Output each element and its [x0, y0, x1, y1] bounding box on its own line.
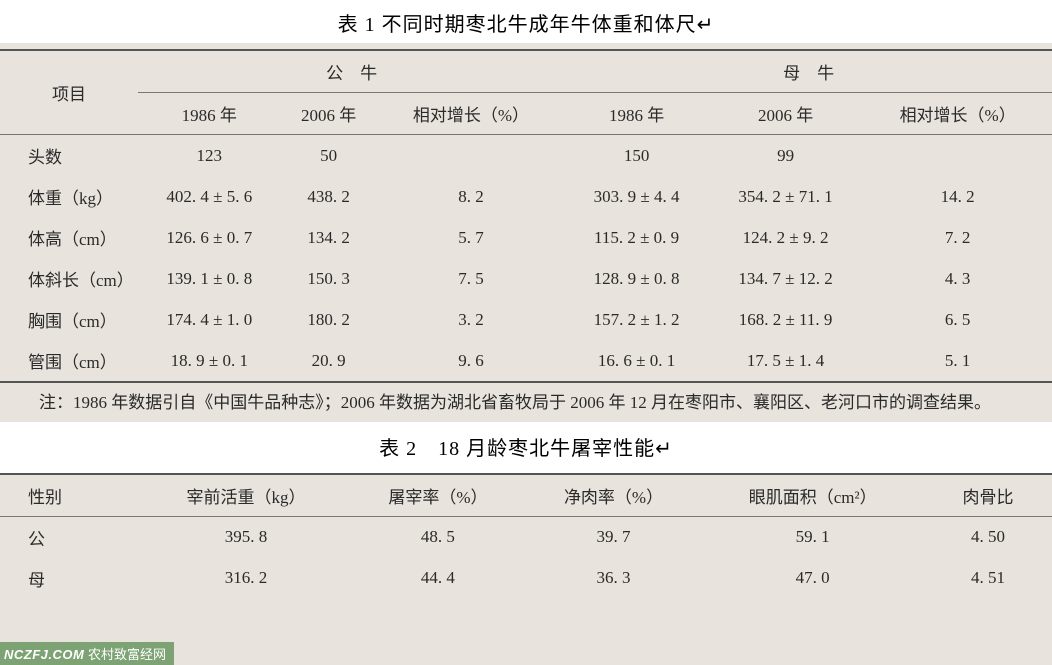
table-row: 胸围（cm） 174. 4 ± 1. 0 180. 2 3. 2 157. 2 …: [0, 299, 1052, 340]
cell: 3. 2: [377, 299, 566, 340]
cell: 母: [0, 558, 142, 599]
row-label: 体重（kg）: [0, 176, 138, 217]
table1-note: 注：1986 年数据引自《中国牛品种志》；2006 年数据为湖北省畜牧局于 20…: [0, 383, 1052, 422]
cell: 4. 51: [924, 558, 1052, 599]
watermark: NCZFJ.COM 农村致富经网: [0, 642, 174, 665]
th-ratio: 肉骨比: [924, 474, 1052, 517]
cell: 174. 4 ± 1. 0: [138, 299, 281, 340]
cell: 438. 2: [281, 176, 377, 217]
table2: 性别 宰前活重（kg） 屠宰率（%） 净肉率（%） 眼肌面积（cm²） 肉骨比 …: [0, 473, 1052, 599]
cell: 128. 9 ± 0. 8: [565, 258, 708, 299]
cell: 150: [565, 135, 708, 177]
th-bull-1986: 1986 年: [138, 93, 281, 135]
cell: 8. 2: [377, 176, 566, 217]
th-bull: 公 牛: [138, 50, 565, 93]
row-label: 体高（cm）: [0, 217, 138, 258]
cell: 126. 6 ± 0. 7: [138, 217, 281, 258]
cell: 公: [0, 516, 142, 558]
cell: 134. 7 ± 12. 2: [708, 258, 863, 299]
cell: 7. 2: [863, 217, 1052, 258]
cell: 6. 5: [863, 299, 1052, 340]
th-liveweight: 宰前活重（kg）: [142, 474, 350, 517]
cell: 180. 2: [281, 299, 377, 340]
th-bull-2006: 2006 年: [281, 93, 377, 135]
cell: 48. 5: [350, 516, 526, 558]
cell: 16. 6 ± 0. 1: [565, 340, 708, 382]
cell: 402. 4 ± 5. 6: [138, 176, 281, 217]
cell: 50: [281, 135, 377, 177]
cell: 354. 2 ± 71. 1: [708, 176, 863, 217]
cell: 17. 5 ± 1. 4: [708, 340, 863, 382]
watermark-text: 农村致富经网: [84, 647, 166, 662]
th-dressing: 屠宰率（%）: [350, 474, 526, 517]
table-row: 公 395. 8 48. 5 39. 7 59. 1 4. 50: [0, 516, 1052, 558]
table1-body: 头数 123 50 150 99 体重（kg） 402. 4 ± 5. 6 43…: [0, 135, 1052, 383]
cell: 115. 2 ± 0. 9: [565, 217, 708, 258]
cell: 4. 3: [863, 258, 1052, 299]
cell: 9. 6: [377, 340, 566, 382]
th-meat: 净肉率（%）: [526, 474, 702, 517]
row-label: 胸围（cm）: [0, 299, 138, 340]
table-row: 体斜长（cm） 139. 1 ± 0. 8 150. 3 7. 5 128. 9…: [0, 258, 1052, 299]
cell: 123: [138, 135, 281, 177]
table-row: 体高（cm） 126. 6 ± 0. 7 134. 2 5. 7 115. 2 …: [0, 217, 1052, 258]
cell: 168. 2 ± 11. 9: [708, 299, 863, 340]
cell: 316. 2: [142, 558, 350, 599]
th-cow: 母 牛: [565, 50, 1052, 93]
th-cow-growth: 相对增长（%）: [863, 93, 1052, 135]
cell: 4. 50: [924, 516, 1052, 558]
cell: 59. 1: [701, 516, 924, 558]
cell: [377, 135, 566, 177]
cell: 134. 2: [281, 217, 377, 258]
cell: 5. 7: [377, 217, 566, 258]
cell: 395. 8: [142, 516, 350, 558]
cell: 303. 9 ± 4. 4: [565, 176, 708, 217]
cell: [863, 135, 1052, 177]
th-cow-1986: 1986 年: [565, 93, 708, 135]
cell: 7. 5: [377, 258, 566, 299]
cell: 124. 2 ± 9. 2: [708, 217, 863, 258]
cell: 20. 9: [281, 340, 377, 382]
table-row: 体重（kg） 402. 4 ± 5. 6 438. 2 8. 2 303. 9 …: [0, 176, 1052, 217]
table-row: 管围（cm） 18. 9 ± 0. 1 20. 9 9. 6 16. 6 ± 0…: [0, 340, 1052, 382]
th-eye: 眼肌面积（cm²）: [701, 474, 924, 517]
table-row: 头数 123 50 150 99: [0, 135, 1052, 177]
cell: 150. 3: [281, 258, 377, 299]
cell: 157. 2 ± 1. 2: [565, 299, 708, 340]
table-row: 母 316. 2 44. 4 36. 3 47. 0 4. 51: [0, 558, 1052, 599]
cell: 99: [708, 135, 863, 177]
th-item: 项目: [0, 50, 138, 135]
cell: 139. 1 ± 0. 8: [138, 258, 281, 299]
cell: 36. 3: [526, 558, 702, 599]
table1: 项目 公 牛 母 牛 1986 年 2006 年 相对增长（%） 1986 年 …: [0, 49, 1052, 383]
row-label: 管围（cm）: [0, 340, 138, 382]
cell: 5. 1: [863, 340, 1052, 382]
cell: 14. 2: [863, 176, 1052, 217]
cell: 44. 4: [350, 558, 526, 599]
row-label: 体斜长（cm）: [0, 258, 138, 299]
th-cow-2006: 2006 年: [708, 93, 863, 135]
th-bull-growth: 相对增长（%）: [377, 93, 566, 135]
watermark-site: NCZFJ.COM: [4, 647, 84, 662]
cell: 47. 0: [701, 558, 924, 599]
cell: 39. 7: [526, 516, 702, 558]
table2-title: 表 2 18 月龄枣北牛屠宰性能↵: [0, 422, 1052, 473]
cell: 18. 9 ± 0. 1: [138, 340, 281, 382]
th-sex: 性别: [0, 474, 142, 517]
row-label: 头数: [0, 135, 138, 177]
table1-title: 表 1 不同时期枣北牛成年牛体重和体尺↵: [0, 0, 1052, 43]
